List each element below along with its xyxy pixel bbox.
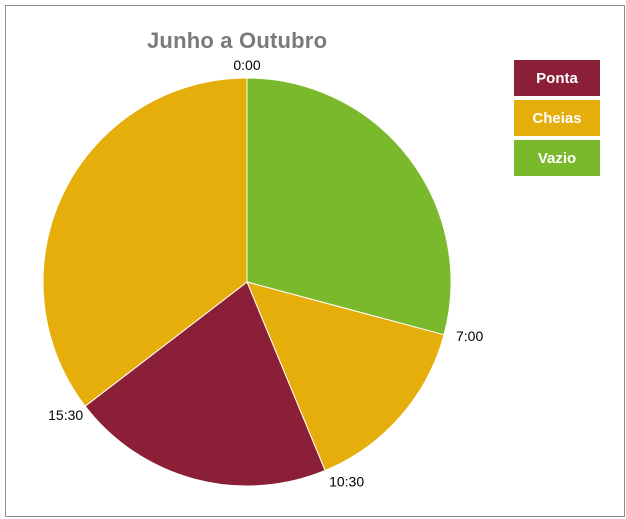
pie-slice-cheias-1 <box>246 281 445 472</box>
pie-slice-ponta-2 <box>84 281 326 487</box>
time-label-2: 10:30 <box>329 474 364 490</box>
pie-slice-vazio-0 <box>246 77 452 336</box>
time-label-3: 15:30 <box>48 407 83 423</box>
time-label-1: 7:00 <box>456 328 483 344</box>
legend-item-vazio: Vazio <box>514 140 600 176</box>
legend-item-cheias: Cheias <box>514 100 600 136</box>
legend: Ponta Cheias Vazio <box>514 60 602 180</box>
legend-item-ponta: Ponta <box>514 60 600 96</box>
pie-slice-cheias-3 <box>42 77 248 407</box>
chart-title: Junho a Outubro <box>147 28 328 53</box>
time-label-0: 0:00 <box>233 57 260 73</box>
